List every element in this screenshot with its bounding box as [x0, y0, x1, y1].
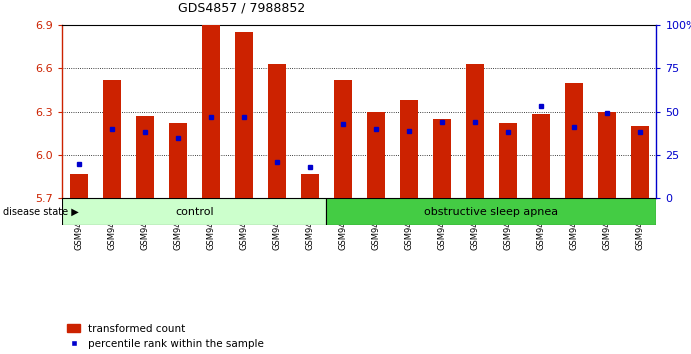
Bar — [301, 174, 319, 198]
Bar — [499, 123, 517, 198]
Bar — [267, 64, 286, 198]
Bar — [598, 112, 616, 198]
Text: GDS4857 / 7988852: GDS4857 / 7988852 — [178, 2, 305, 15]
Bar — [532, 114, 550, 198]
Bar — [631, 126, 649, 198]
Bar — [169, 123, 187, 198]
Bar — [433, 119, 451, 198]
Bar — [70, 174, 88, 198]
Text: disease state ▶: disease state ▶ — [3, 206, 79, 217]
Text: obstructive sleep apnea: obstructive sleep apnea — [424, 206, 558, 217]
Bar — [62, 198, 326, 225]
Bar — [135, 116, 154, 198]
Bar — [235, 32, 253, 198]
Bar — [400, 100, 418, 198]
Bar — [326, 198, 656, 225]
Text: control: control — [175, 206, 214, 217]
Bar — [466, 64, 484, 198]
Bar — [565, 82, 583, 198]
Bar — [334, 80, 352, 198]
Bar — [103, 80, 121, 198]
Bar — [202, 25, 220, 198]
Bar — [367, 112, 385, 198]
Legend: transformed count, percentile rank within the sample: transformed count, percentile rank withi… — [68, 324, 264, 349]
